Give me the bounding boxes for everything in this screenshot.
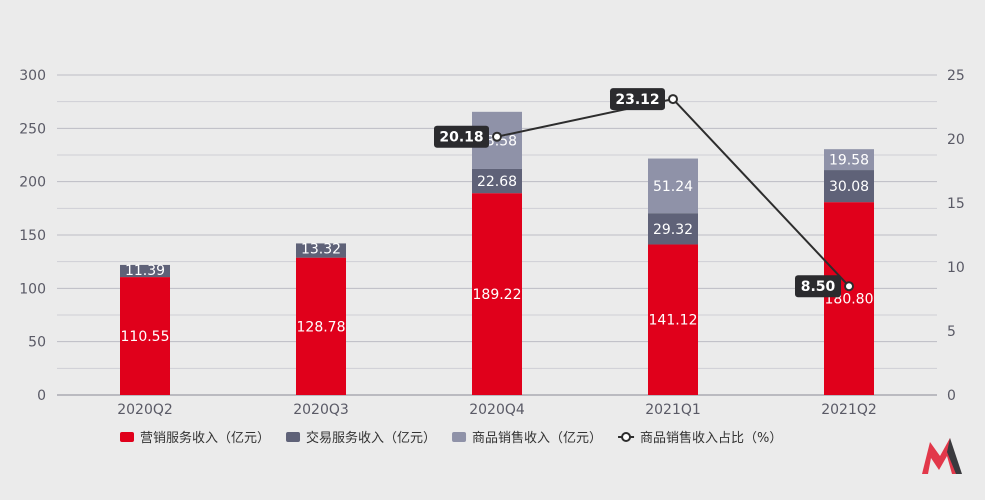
- y-right-tick-label: 20: [947, 132, 965, 148]
- bar-segment: [824, 149, 874, 171]
- bar-value-label: 128.78: [297, 319, 346, 335]
- bar-segment: [648, 244, 698, 395]
- y-right-tick-label: 0: [947, 388, 956, 404]
- bar-segment: [120, 277, 170, 395]
- legend-label: 营销服务收入（亿元）: [140, 430, 270, 446]
- line-value-callout: [434, 125, 489, 148]
- bar-value-label: 51.24: [653, 179, 693, 195]
- bar-segment: [824, 170, 874, 203]
- y-left-tick-label: 50: [28, 335, 46, 351]
- x-tick-label: 2021Q2: [821, 402, 877, 418]
- x-tick-label: 2020Q4: [469, 402, 525, 418]
- bar-value-label: 30.08: [829, 179, 869, 195]
- bar-segment: [120, 264, 170, 278]
- line-point: [844, 281, 854, 292]
- bar-value-label: 29.32: [653, 222, 693, 238]
- legend-swatch: [120, 432, 134, 442]
- y-left-tick-label: 250: [19, 121, 46, 137]
- bar-segment: [648, 158, 698, 214]
- bar-segment: [296, 257, 346, 395]
- line-value-label: 20.18: [439, 130, 483, 146]
- y-left-tick-label: 200: [19, 175, 46, 191]
- y-left-tick-label: 0: [37, 388, 46, 404]
- bar-segment: [472, 168, 522, 194]
- line-point: [668, 94, 678, 105]
- bar-segment: [824, 202, 874, 395]
- y-left-tick-label: 150: [19, 228, 46, 244]
- line-value-callout: [610, 88, 665, 111]
- bar-segment: [296, 243, 346, 258]
- line-value-label: 8.50: [801, 279, 836, 295]
- x-tick-label: 2020Q3: [293, 402, 349, 418]
- x-tick-label: 2020Q2: [117, 402, 173, 418]
- m-logo-icon: [922, 438, 962, 474]
- bar-value-label: 22.68: [477, 174, 517, 190]
- y-right-tick-label: 5: [947, 324, 956, 340]
- y-left-tick-label: 300: [19, 68, 46, 84]
- y-left-tick-label: 100: [19, 281, 46, 297]
- legend-label: 商品销售收入占比（%）: [640, 430, 782, 446]
- legend-label: 商品销售收入（亿元）: [472, 430, 602, 446]
- bar-segment: [648, 213, 698, 245]
- legend-line-marker: [621, 432, 632, 442]
- bar-value-label: 189.22: [473, 287, 522, 303]
- y-right-tick-label: 15: [947, 196, 965, 212]
- line-value-label: 23.12: [615, 92, 659, 108]
- bar-value-label: 13.32: [301, 241, 341, 257]
- line-point: [492, 131, 502, 142]
- bar-segment: [472, 193, 522, 395]
- y-right-tick-label: 10: [947, 260, 965, 276]
- x-tick-label: 2021Q1: [645, 402, 701, 418]
- bar-value-label: 11.39: [125, 263, 165, 279]
- line-value-callout: [795, 275, 841, 298]
- legend-swatch: [452, 432, 467, 442]
- bar-value-label: 110.55: [121, 329, 170, 345]
- bar-value-label: 141.12: [649, 313, 698, 329]
- legend-label: 交易服务收入（亿元）: [306, 430, 436, 446]
- legend-swatch: [286, 432, 301, 442]
- bar-value-label: 19.58: [829, 153, 869, 169]
- y-right-tick-label: 25: [947, 68, 965, 84]
